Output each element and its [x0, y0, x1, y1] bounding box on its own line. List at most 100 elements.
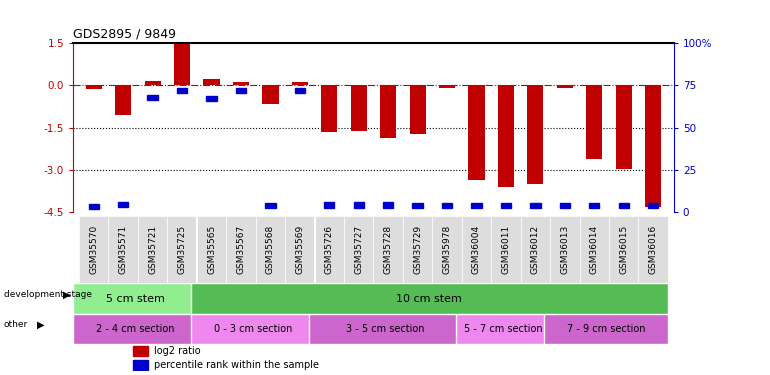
Bar	[638, 216, 668, 283]
Bar	[148, 95, 158, 100]
Bar	[353, 202, 364, 207]
Text: log2 ratio: log2 ratio	[154, 346, 201, 356]
Text: 10 cm stem: 10 cm stem	[397, 294, 462, 303]
Text: 5 - 7 cm section: 5 - 7 cm section	[464, 324, 542, 334]
Bar	[544, 314, 668, 344]
Bar	[177, 88, 187, 93]
Bar	[85, 86, 102, 89]
Text: GSM35729: GSM35729	[413, 225, 422, 274]
Bar	[373, 216, 403, 283]
Text: GSM36014: GSM36014	[590, 225, 599, 274]
Bar	[471, 202, 482, 208]
Bar	[609, 216, 638, 283]
Text: ▶: ▶	[37, 320, 45, 329]
Text: GSM35978: GSM35978	[443, 225, 451, 274]
Bar	[133, 346, 148, 356]
Bar	[344, 216, 373, 283]
Text: percentile rank within the sample: percentile rank within the sample	[154, 360, 320, 370]
Text: 0 - 3 cm section: 0 - 3 cm section	[213, 324, 292, 334]
Bar	[491, 216, 521, 283]
Text: 7 - 9 cm section: 7 - 9 cm section	[567, 324, 645, 334]
Text: ▶: ▶	[63, 290, 71, 299]
Text: GSM36011: GSM36011	[501, 225, 511, 274]
Text: GSM35728: GSM35728	[383, 225, 393, 274]
Bar	[167, 216, 197, 283]
Bar	[550, 216, 580, 283]
Text: GSM35568: GSM35568	[266, 225, 275, 274]
Text: GSM36016: GSM36016	[648, 225, 658, 274]
Text: other: other	[4, 320, 28, 329]
Text: GDS2895 / 9849: GDS2895 / 9849	[73, 28, 176, 40]
Text: GSM35571: GSM35571	[119, 225, 128, 274]
Text: 2 - 4 cm section: 2 - 4 cm section	[95, 324, 174, 334]
Bar	[589, 202, 599, 208]
Bar	[645, 86, 661, 207]
Bar	[206, 96, 216, 102]
Bar	[527, 86, 544, 184]
Bar	[79, 216, 109, 283]
Bar	[557, 86, 573, 88]
Bar	[324, 202, 334, 207]
Bar	[586, 86, 602, 159]
Bar	[468, 86, 484, 180]
Text: GSM35567: GSM35567	[236, 225, 246, 274]
Bar	[233, 82, 249, 86]
Bar	[315, 216, 344, 283]
Bar	[410, 86, 426, 134]
Bar	[236, 88, 246, 93]
Bar	[285, 216, 315, 283]
Bar	[226, 216, 256, 283]
Text: GSM35570: GSM35570	[89, 225, 99, 274]
Text: GSM35721: GSM35721	[148, 225, 157, 274]
Bar	[295, 88, 305, 93]
Text: GSM36004: GSM36004	[472, 225, 481, 274]
Text: GSM36012: GSM36012	[531, 225, 540, 274]
Text: GSM35727: GSM35727	[354, 225, 363, 274]
Bar	[118, 202, 129, 207]
Text: 5 cm stem: 5 cm stem	[105, 294, 165, 303]
Bar	[413, 202, 423, 208]
Text: GSM35569: GSM35569	[296, 225, 304, 274]
Text: 3 - 5 cm section: 3 - 5 cm section	[346, 324, 424, 334]
Bar	[145, 81, 161, 86]
Bar	[462, 216, 491, 283]
Text: GSM35565: GSM35565	[207, 225, 216, 274]
Text: GSM36013: GSM36013	[561, 225, 569, 274]
Bar	[191, 314, 315, 344]
Bar	[263, 86, 279, 104]
Bar	[73, 314, 197, 344]
Bar	[197, 216, 226, 283]
Bar	[115, 86, 132, 115]
Bar	[383, 202, 393, 207]
Bar	[309, 314, 462, 344]
Bar	[500, 202, 511, 208]
Bar	[403, 216, 432, 283]
Bar	[432, 216, 462, 283]
Bar	[265, 202, 276, 208]
Text: GSM35726: GSM35726	[325, 225, 333, 274]
Bar	[191, 283, 668, 314]
Bar	[138, 216, 167, 283]
Text: GSM36015: GSM36015	[619, 225, 628, 274]
Bar	[618, 202, 629, 208]
Bar	[73, 283, 197, 314]
Bar	[89, 204, 99, 209]
Bar	[580, 216, 609, 283]
Bar	[498, 86, 514, 187]
Bar	[256, 216, 285, 283]
Bar	[109, 216, 138, 283]
Text: development stage: development stage	[4, 290, 92, 299]
Bar	[456, 314, 550, 344]
Bar	[439, 86, 455, 88]
Bar	[380, 86, 397, 138]
Bar	[521, 216, 550, 283]
Bar	[203, 79, 219, 86]
Bar	[560, 202, 570, 208]
Bar	[442, 202, 452, 208]
Bar	[531, 203, 541, 208]
Bar	[174, 44, 190, 86]
Bar	[292, 82, 308, 86]
Text: GSM35725: GSM35725	[178, 225, 186, 274]
Bar	[615, 86, 632, 169]
Bar	[648, 203, 658, 208]
